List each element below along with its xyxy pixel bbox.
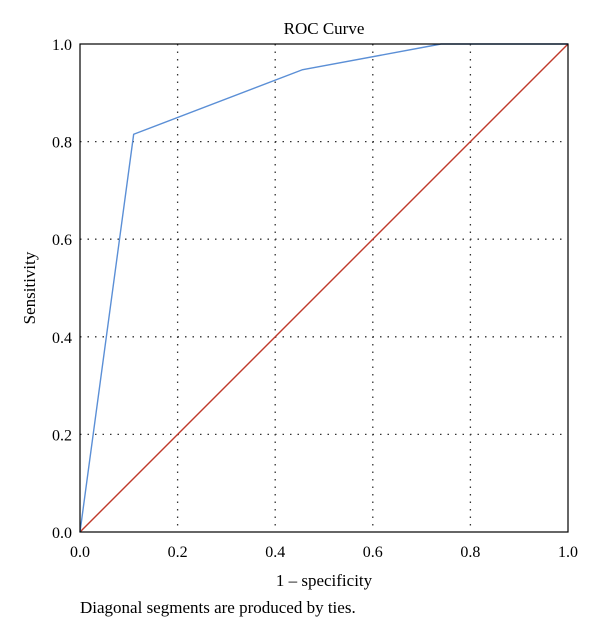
y-tick-label: 0.8 <box>52 135 72 152</box>
plot-frame <box>79 43 569 533</box>
y-tick-label: 0.2 <box>52 427 72 444</box>
x-tick-label: 0.2 <box>168 544 188 561</box>
y-tick-label: 0.6 <box>52 232 72 249</box>
y-tick-label: 1.0 <box>52 37 72 54</box>
x-tick-label: 0.8 <box>460 544 480 561</box>
y-tick-label: 0.4 <box>52 330 72 347</box>
y-tick-label: 0.0 <box>52 525 72 542</box>
tick-layer: 0.0 0.2 0.4 0.6 0.8 1.0 0.0 0.2 0.4 0.6 0.8 1.0 <box>52 37 578 561</box>
chart-footnote: Diagonal segments are produced by ties. <box>80 598 356 617</box>
x-tick-label: 0.6 <box>363 544 383 561</box>
x-tick-label: 1.0 <box>558 544 578 561</box>
x-axis-label: 1 – specificity <box>276 571 373 590</box>
x-tick-label: 0.4 <box>265 544 285 561</box>
series-layer <box>79 43 569 533</box>
chart-title: ROC Curve <box>284 19 365 38</box>
reference-diagonal-line <box>79 43 569 533</box>
x-tick-label: 0.0 <box>70 544 90 561</box>
y-axis-label: Sensitivity <box>20 251 39 324</box>
